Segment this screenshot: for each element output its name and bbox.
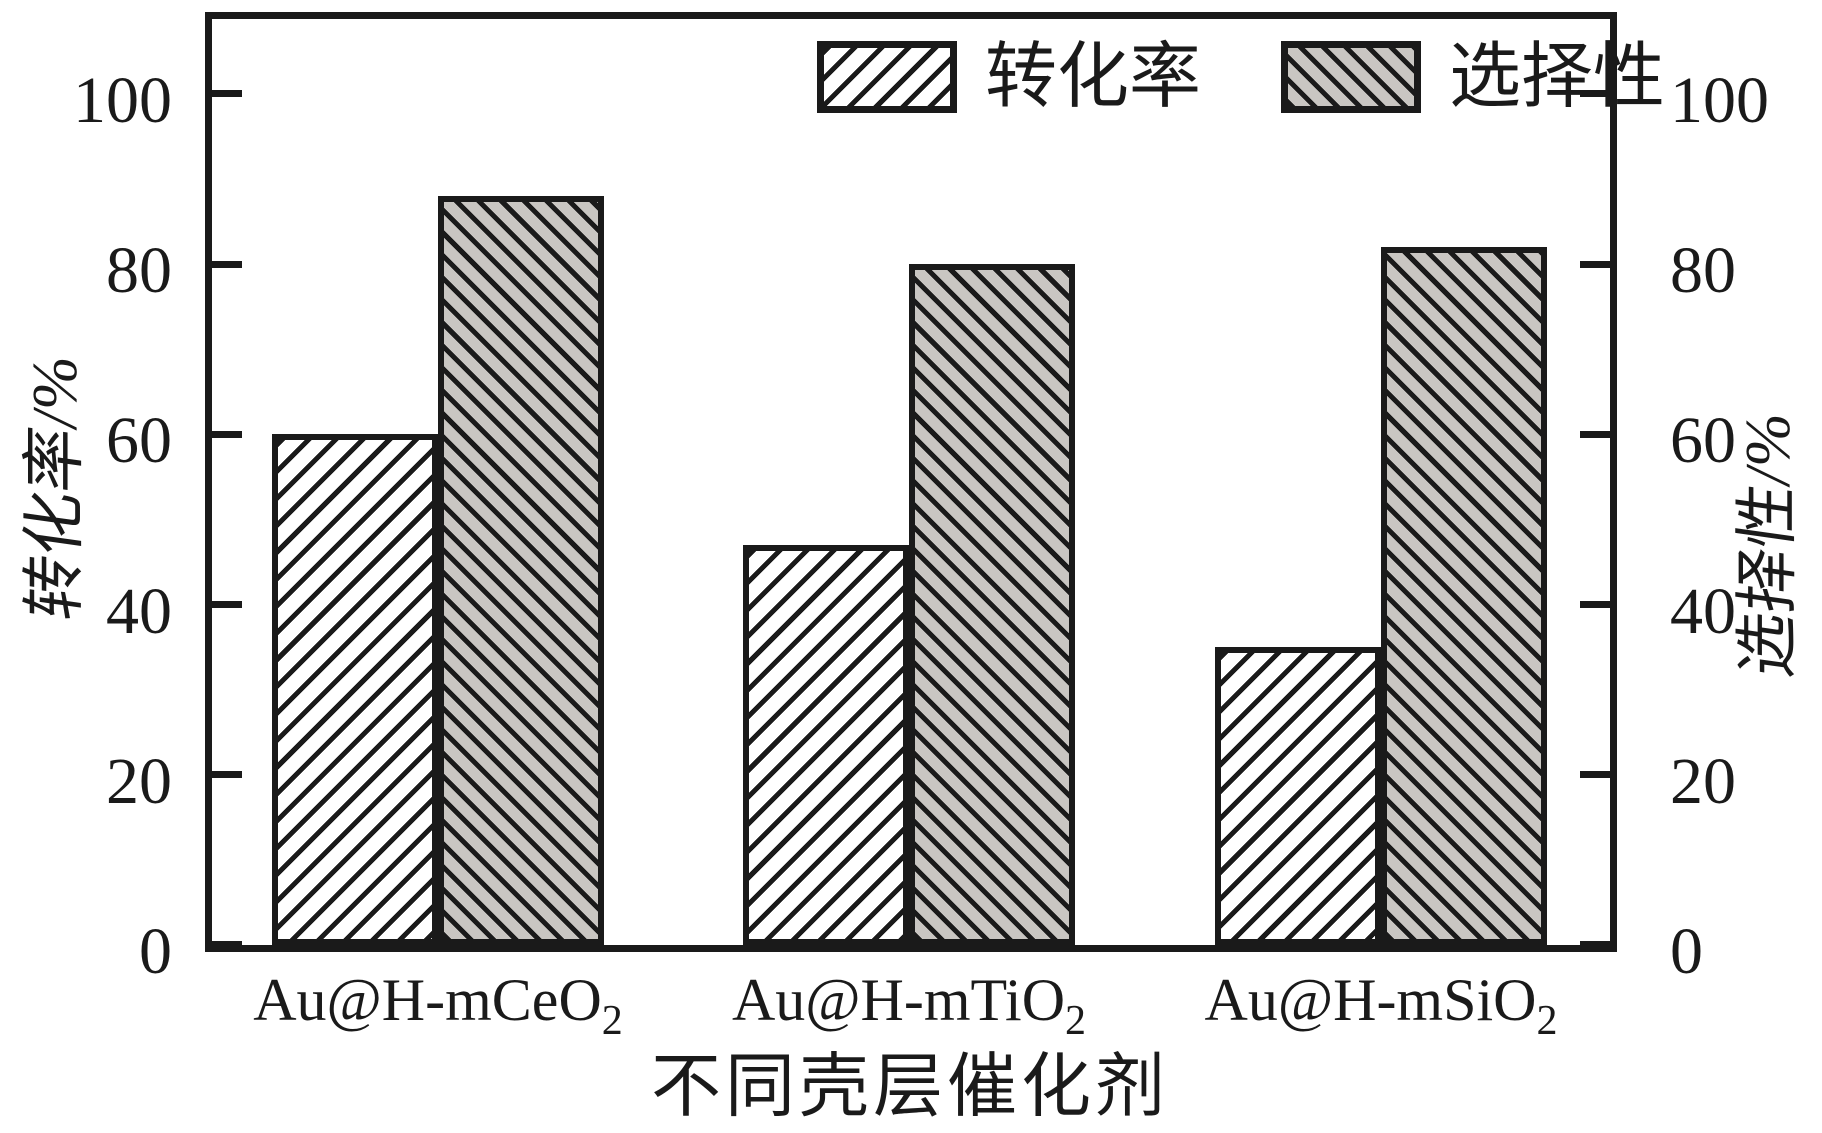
left-tick-label-80: 80	[106, 234, 172, 307]
bar-selectivity-2	[1381, 247, 1547, 945]
right-axis-title: 选择性/%	[1732, 408, 1803, 682]
right-tick-80	[1580, 261, 1610, 268]
right-tick-label-100: 100	[1670, 64, 1769, 137]
left-tick-40	[212, 601, 242, 608]
left-tick-20	[212, 771, 242, 778]
bar-selectivity-0	[438, 196, 604, 945]
right-tick-label-60: 60	[1670, 404, 1736, 477]
x-axis-title: 不同壳层催化剂	[651, 1049, 1169, 1126]
bar-conversion-0	[272, 434, 438, 945]
right-tick-label-40: 40	[1670, 575, 1736, 648]
bar-conversion-1	[743, 545, 909, 945]
left-tick-label-100: 100	[73, 64, 172, 137]
left-tick-60	[212, 431, 242, 438]
category-label-subscript: 2	[1536, 998, 1558, 1044]
category-label-1: Au@H-mTiO2	[731, 960, 1086, 1042]
right-tick-label-0: 0	[1670, 915, 1703, 988]
left-axis-title: 转化率/%	[19, 351, 90, 625]
category-label-0: Au@H-mCeO2	[253, 960, 623, 1042]
right-tick-0	[1580, 941, 1610, 948]
right-tick-40	[1580, 601, 1610, 608]
legend-item-selectivity: 选择性	[1281, 39, 1665, 115]
left-tick-label-0: 0	[139, 915, 172, 988]
plot-inner: 转化率 选择性	[212, 19, 1665, 948]
right-tick-20	[1580, 771, 1610, 778]
category-label-base: Au@H-mCeO	[253, 967, 602, 1033]
legend-label: 选择性	[1449, 37, 1666, 117]
legend-label: 转化率	[985, 37, 1202, 117]
category-label-subscript: 2	[1065, 998, 1087, 1044]
right-tick-label-80: 80	[1670, 234, 1736, 307]
left-tick-label-40: 40	[106, 575, 172, 648]
left-tick-label-20: 20	[106, 745, 172, 818]
plot-area: 转化率 选择性	[205, 12, 1665, 952]
bar-selectivity-1	[909, 264, 1075, 945]
right-tick-60	[1580, 431, 1610, 438]
left-tick-80	[212, 261, 242, 268]
category-label-base: Au@H-mSiO	[1204, 967, 1537, 1033]
legend-swatch-back-hatch-icon	[1281, 41, 1422, 113]
right-tick-label-20: 20	[1670, 745, 1736, 818]
legend-item-conversion: 转化率	[817, 39, 1201, 115]
legend: 转化率 选择性	[817, 39, 1665, 115]
category-label-base: Au@H-mTiO	[731, 967, 1066, 1033]
left-tick-0	[212, 941, 242, 948]
right-tick-100	[1580, 90, 1610, 97]
left-tick-label-60: 60	[106, 404, 172, 477]
left-tick-100	[212, 90, 242, 97]
category-label-subscript: 2	[601, 998, 623, 1044]
category-label-2: Au@H-mSiO2	[1204, 960, 1558, 1042]
bar-conversion-2	[1215, 647, 1381, 945]
legend-swatch-forward-hatch-icon	[817, 41, 957, 113]
